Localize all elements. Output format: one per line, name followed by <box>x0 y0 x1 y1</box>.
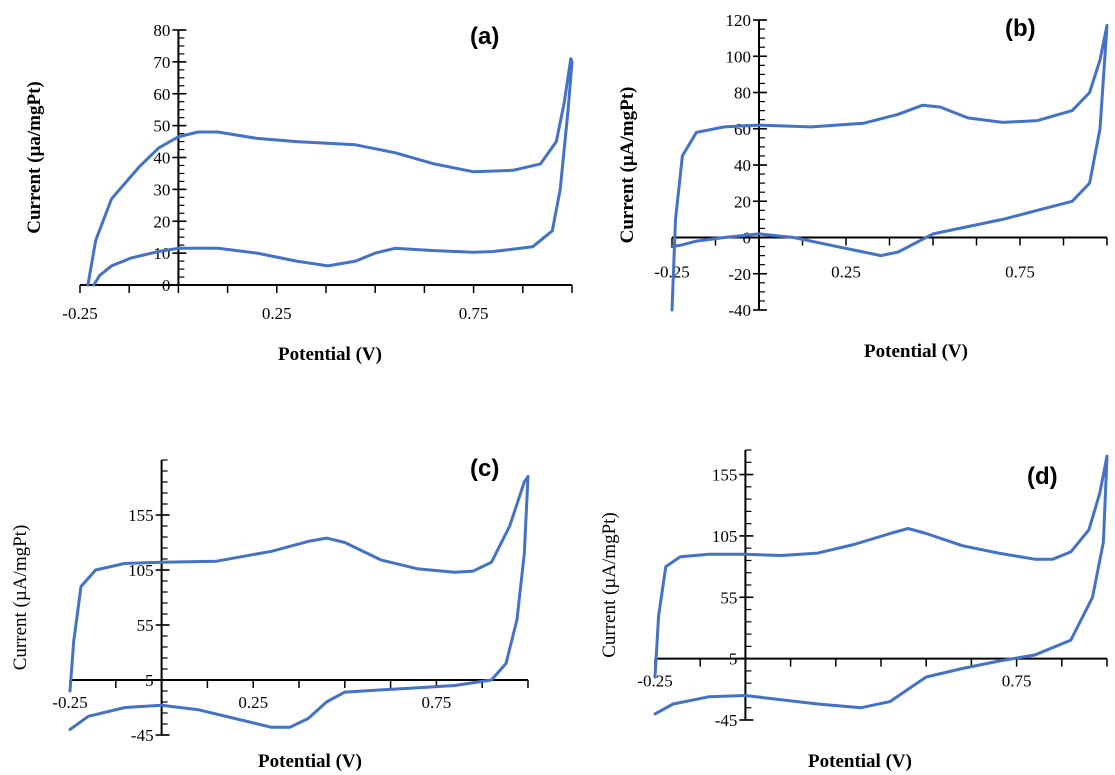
y-tick-label: 55 <box>720 588 737 607</box>
panel-label: (b) <box>1005 15 1036 42</box>
y-tick-label: 120 <box>726 11 752 30</box>
y-tick-label: -45 <box>131 726 154 745</box>
x-tick-label: 0.25 <box>238 693 268 712</box>
y-tick-label: 60 <box>153 85 170 104</box>
y-tick-label: 5 <box>729 650 738 669</box>
y-tick-label: 40 <box>734 156 751 175</box>
series-line <box>86 57 574 287</box>
x-tick-label: 0.75 <box>1005 263 1035 282</box>
x-tick-label: 0.25 <box>262 304 292 323</box>
y-tick-label: 155 <box>128 506 154 525</box>
y-tick-label: 60 <box>734 120 751 139</box>
y-tick-label: 105 <box>128 561 154 580</box>
y-tick-label: 50 <box>153 117 170 136</box>
x-axis-title: Potential (V) <box>808 751 912 772</box>
x-axis-title: Potential (V) <box>864 341 968 362</box>
y-tick-label: 20 <box>734 192 751 211</box>
y-tick-label: 0 <box>162 276 171 295</box>
y-axis-title: Current (µA/mgPt) <box>10 525 31 671</box>
y-axis-title: Current (µa/mgPt) <box>24 81 45 234</box>
x-axis-title: Potential (V) <box>258 751 362 772</box>
y-tick-label: -20 <box>728 265 751 284</box>
panel-label: (c) <box>470 455 499 482</box>
y-tick-label: 100 <box>726 47 752 66</box>
x-tick-label: 0.75 <box>1002 672 1032 691</box>
x-tick-label: -0.25 <box>637 672 672 691</box>
series-line <box>653 454 1109 716</box>
y-tick-label: 0 <box>743 229 752 248</box>
series-line <box>670 23 1109 312</box>
panel-label: (d) <box>1027 463 1058 490</box>
y-tick-label: -40 <box>728 301 751 320</box>
y-axis-title: Current (µA/mgPt) <box>617 87 638 244</box>
y-tick-label: 155 <box>712 466 738 485</box>
y-tick-label: 80 <box>153 21 170 40</box>
x-axis-title: Potential (V) <box>278 344 382 365</box>
y-tick-label: 20 <box>153 212 170 231</box>
y-axis-title: Current (µA/mgPt) <box>599 512 620 658</box>
x-tick-label: 0.75 <box>459 304 489 323</box>
y-tick-label: 105 <box>712 527 738 546</box>
series-line <box>68 475 530 731</box>
y-tick-label: 55 <box>137 616 154 635</box>
x-tick-label: -0.25 <box>62 304 97 323</box>
y-tick-label: -45 <box>715 711 738 730</box>
y-tick-label: 40 <box>153 149 170 168</box>
x-tick-label: 0.75 <box>422 693 452 712</box>
x-tick-label: 0.25 <box>831 263 861 282</box>
x-tick-label: -0.25 <box>52 693 87 712</box>
y-tick-label: 5 <box>145 671 154 690</box>
y-tick-label: 30 <box>153 180 170 199</box>
y-tick-label: 70 <box>153 53 170 72</box>
panel-label: (a) <box>470 23 499 50</box>
y-tick-label: 80 <box>734 84 751 103</box>
